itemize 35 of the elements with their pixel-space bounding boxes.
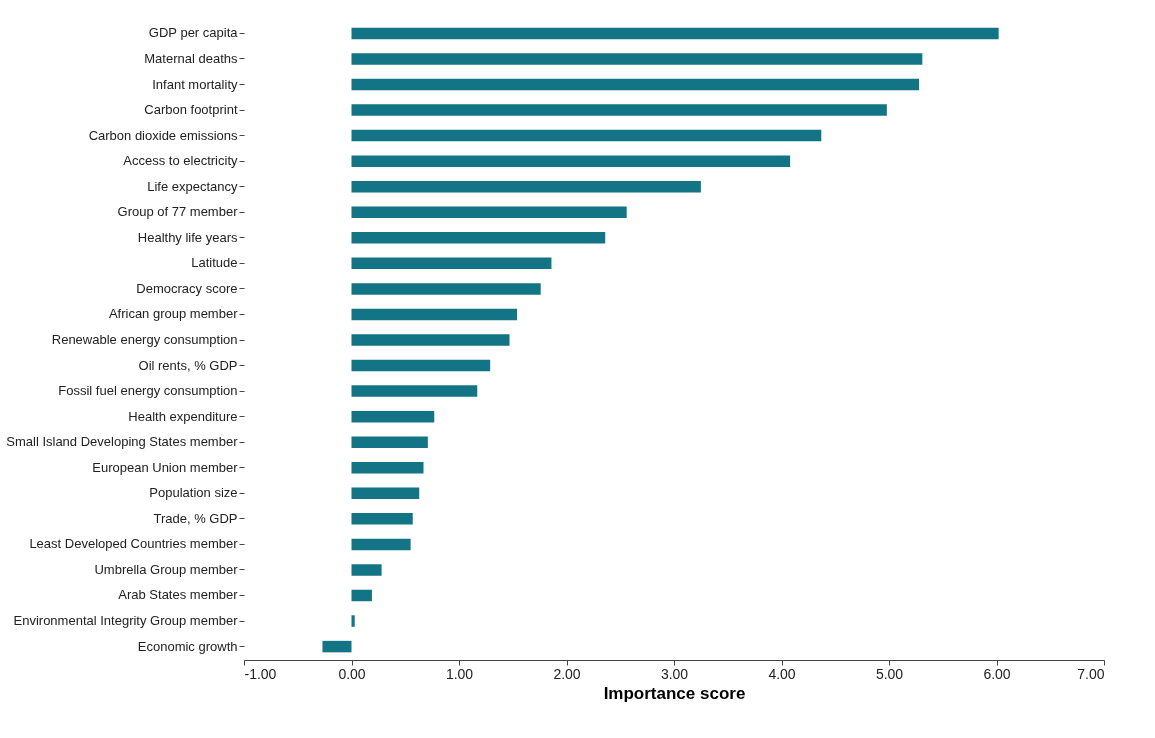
x-tick-label: 0.00	[338, 665, 366, 682]
y-tick-label: Renewable energy consumption	[51, 332, 238, 347]
y-tick-label: European Union member	[92, 459, 239, 475]
y-tick-label: Group of 77 member	[117, 204, 239, 220]
y-tick-label: Oil rents, % GDP	[138, 357, 238, 373]
y-tick-label: Population size	[149, 485, 238, 501]
y-tick-label: Carbon footprint	[144, 102, 238, 118]
y-tick-label: African group member	[108, 306, 239, 322]
y-tick-label: Health expenditure	[128, 408, 238, 424]
y-tick-label: Access to electricity	[123, 153, 238, 169]
x-tick-label: 1.00	[445, 665, 474, 682]
y-tick-label: Maternal deaths	[144, 50, 238, 66]
y-tick-label: GDP per capita	[148, 25, 239, 41]
y-tick-label: Healthy life years	[137, 229, 238, 245]
y-tick-label: Least Developed Countries member	[29, 536, 239, 552]
x-tick-label: 5.00	[875, 665, 904, 682]
y-tick-label: Carbon dioxide emissions	[88, 127, 238, 143]
y-tick-label: Arab States member	[118, 587, 239, 603]
y-tick-label: Fossil fuel energy consumption	[58, 383, 238, 399]
x-axis-title: Importance score	[603, 683, 746, 703]
x-tick-label: 2.00	[553, 665, 581, 682]
y-tick-label: Small Island Developing States member	[6, 434, 239, 450]
x-tick-label: 3.00	[660, 665, 689, 682]
y-tick-label: Umbrella Group member	[94, 561, 239, 577]
x-tick-label: 6.00	[983, 665, 1011, 682]
y-tick-label: Environmental Integrity Group member	[13, 613, 239, 629]
x-tick-label: -1.00	[244, 665, 277, 682]
y-tick-label: Trade, % GDP	[153, 510, 238, 526]
y-tick-label: Economic growth	[137, 638, 238, 654]
x-tick-label: 7.00	[1077, 665, 1105, 682]
y-tick-label: Democracy score	[136, 280, 238, 296]
y-tick-label: Life expectancy	[147, 178, 238, 194]
y-tick-label: Infant mortality	[152, 76, 238, 92]
y-tick-label: Latitude	[191, 255, 238, 271]
x-tick-label: 4.00	[768, 665, 796, 682]
